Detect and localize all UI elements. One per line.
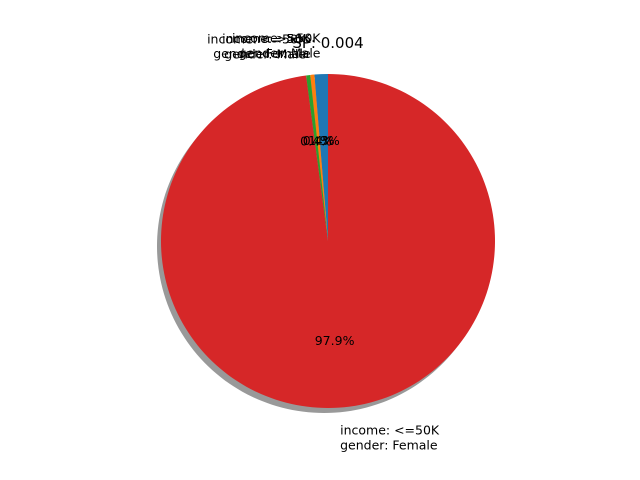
slice-percent-label: 1.3% [308, 133, 340, 148]
slice-label: income: <=50K gender: Female [340, 422, 440, 452]
slice-percent-label: 97.9% [315, 333, 355, 348]
chart-title: SP: 0.004 [292, 34, 363, 52]
pie-slices [160, 74, 495, 408]
pct-labels: 1.3%0.4%0.4%97.9% [300, 133, 354, 348]
slice-label: income: <=50K gender: Male [207, 32, 307, 62]
pie-slice [160, 74, 495, 408]
slice-percent-label: 0.4% [300, 134, 332, 149]
pie-slice [314, 74, 328, 241]
slice-percent-label: 0.4% [303, 133, 335, 148]
pie-slice [306, 74, 328, 241]
slice-label: income: >50K gender: Male [232, 30, 321, 60]
slice-label: income: >50K gender: Female [213, 31, 311, 61]
pie-slice [310, 74, 328, 241]
